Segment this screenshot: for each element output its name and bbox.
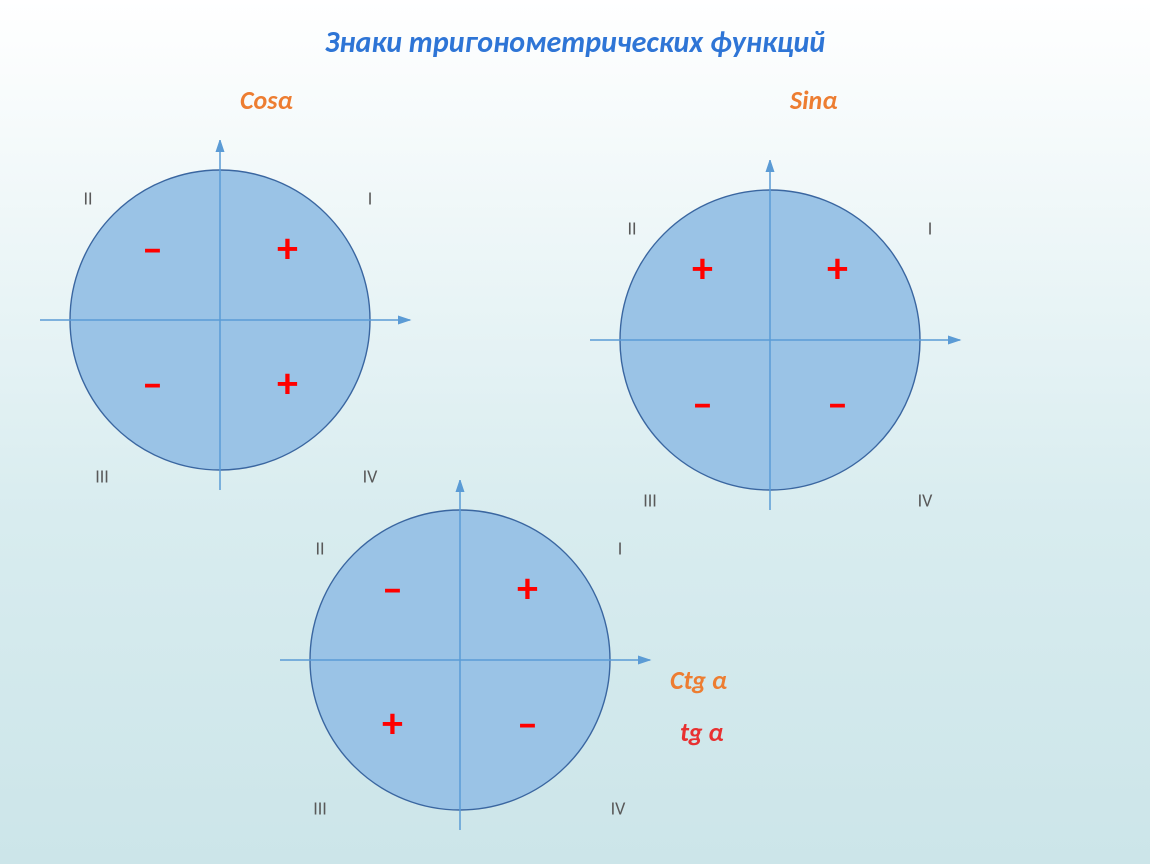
- roman-IV: IV: [611, 797, 627, 819]
- sign-q2: –: [382, 564, 403, 615]
- label-ctg: Ctg α: [670, 664, 727, 696]
- roman-II: II: [627, 217, 636, 239]
- sign-q3: +: [382, 699, 403, 750]
- diagram-tan: +–+–IIIIIIIV: [260, 480, 660, 840]
- sign-q3: –: [142, 359, 163, 410]
- sign-q2: –: [142, 224, 163, 275]
- roman-IV: IV: [918, 489, 934, 511]
- label-sin: Sinα: [790, 84, 837, 116]
- roman-I: I: [928, 217, 933, 239]
- roman-II: II: [315, 537, 324, 559]
- sign-q4: –: [827, 379, 848, 430]
- page-title: Знаки тригонометрических функций: [0, 24, 1150, 61]
- sign-q4: –: [517, 699, 538, 750]
- sign-q3: –: [692, 379, 713, 430]
- label-tg: tg α: [680, 716, 724, 748]
- roman-III: III: [95, 465, 109, 487]
- label-cos: Cosα: [240, 84, 293, 116]
- diagram-sin: ++––IIIIIIIV: [570, 160, 970, 520]
- sign-q1: +: [517, 564, 538, 615]
- diagram-cos: +––+IIIIIIIV: [30, 140, 430, 500]
- sign-q4: +: [277, 359, 298, 410]
- sign-q1: +: [277, 224, 298, 275]
- roman-I: I: [618, 537, 623, 559]
- sign-q1: +: [827, 244, 848, 295]
- roman-I: I: [368, 187, 373, 209]
- sign-q2: +: [692, 244, 713, 295]
- roman-III: III: [313, 797, 327, 819]
- roman-II: II: [83, 187, 92, 209]
